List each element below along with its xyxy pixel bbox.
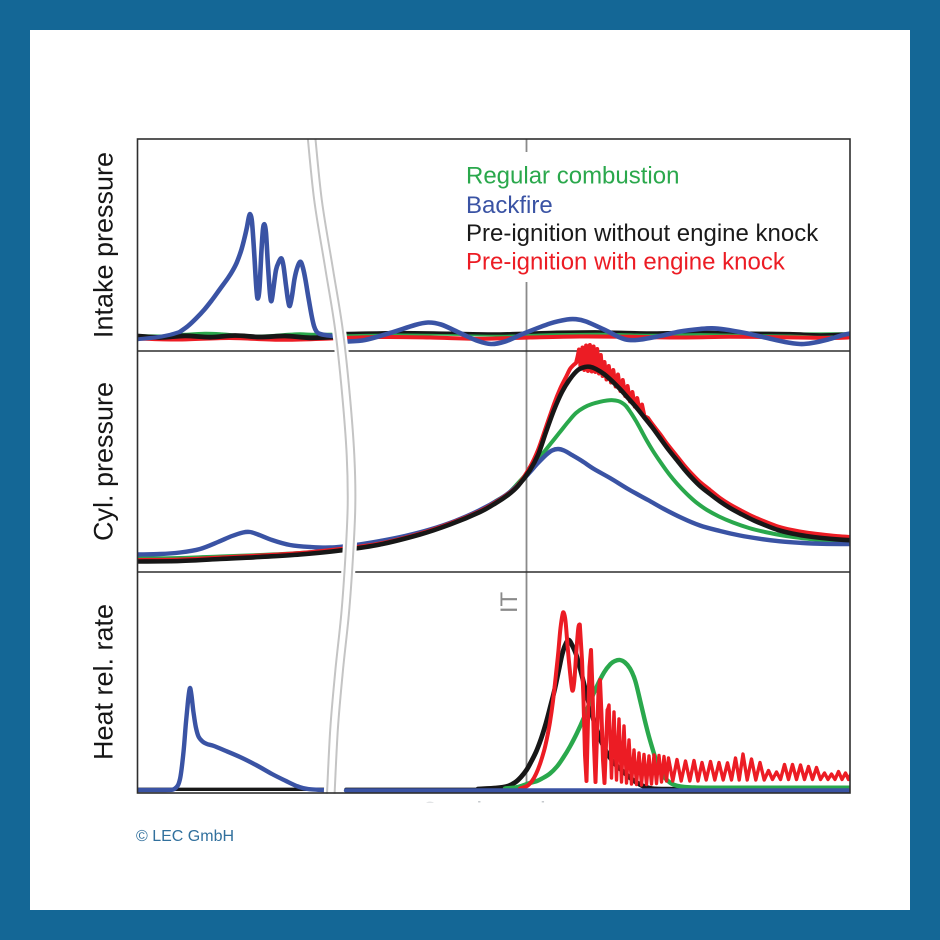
svg-text:Intake pressure: Intake pressure bbox=[89, 152, 119, 338]
svg-text:IT: IT bbox=[496, 591, 523, 613]
svg-text:© LEC GmbH: © LEC GmbH bbox=[136, 828, 234, 845]
svg-text:Heat rel. rate: Heat rel. rate bbox=[89, 604, 119, 760]
svg-text:Pre-ignition without engine kn: Pre-ignition without engine knock bbox=[466, 220, 819, 247]
svg-text:Regular combustion: Regular combustion bbox=[466, 162, 679, 189]
svg-text:Cyl. pressure: Cyl. pressure bbox=[89, 382, 119, 541]
svg-text:Crank angle: Crank angle bbox=[420, 796, 560, 826]
svg-text:Backfire: Backfire bbox=[466, 192, 553, 219]
svg-text:Pre-ignition with engine knock: Pre-ignition with engine knock bbox=[466, 249, 786, 276]
